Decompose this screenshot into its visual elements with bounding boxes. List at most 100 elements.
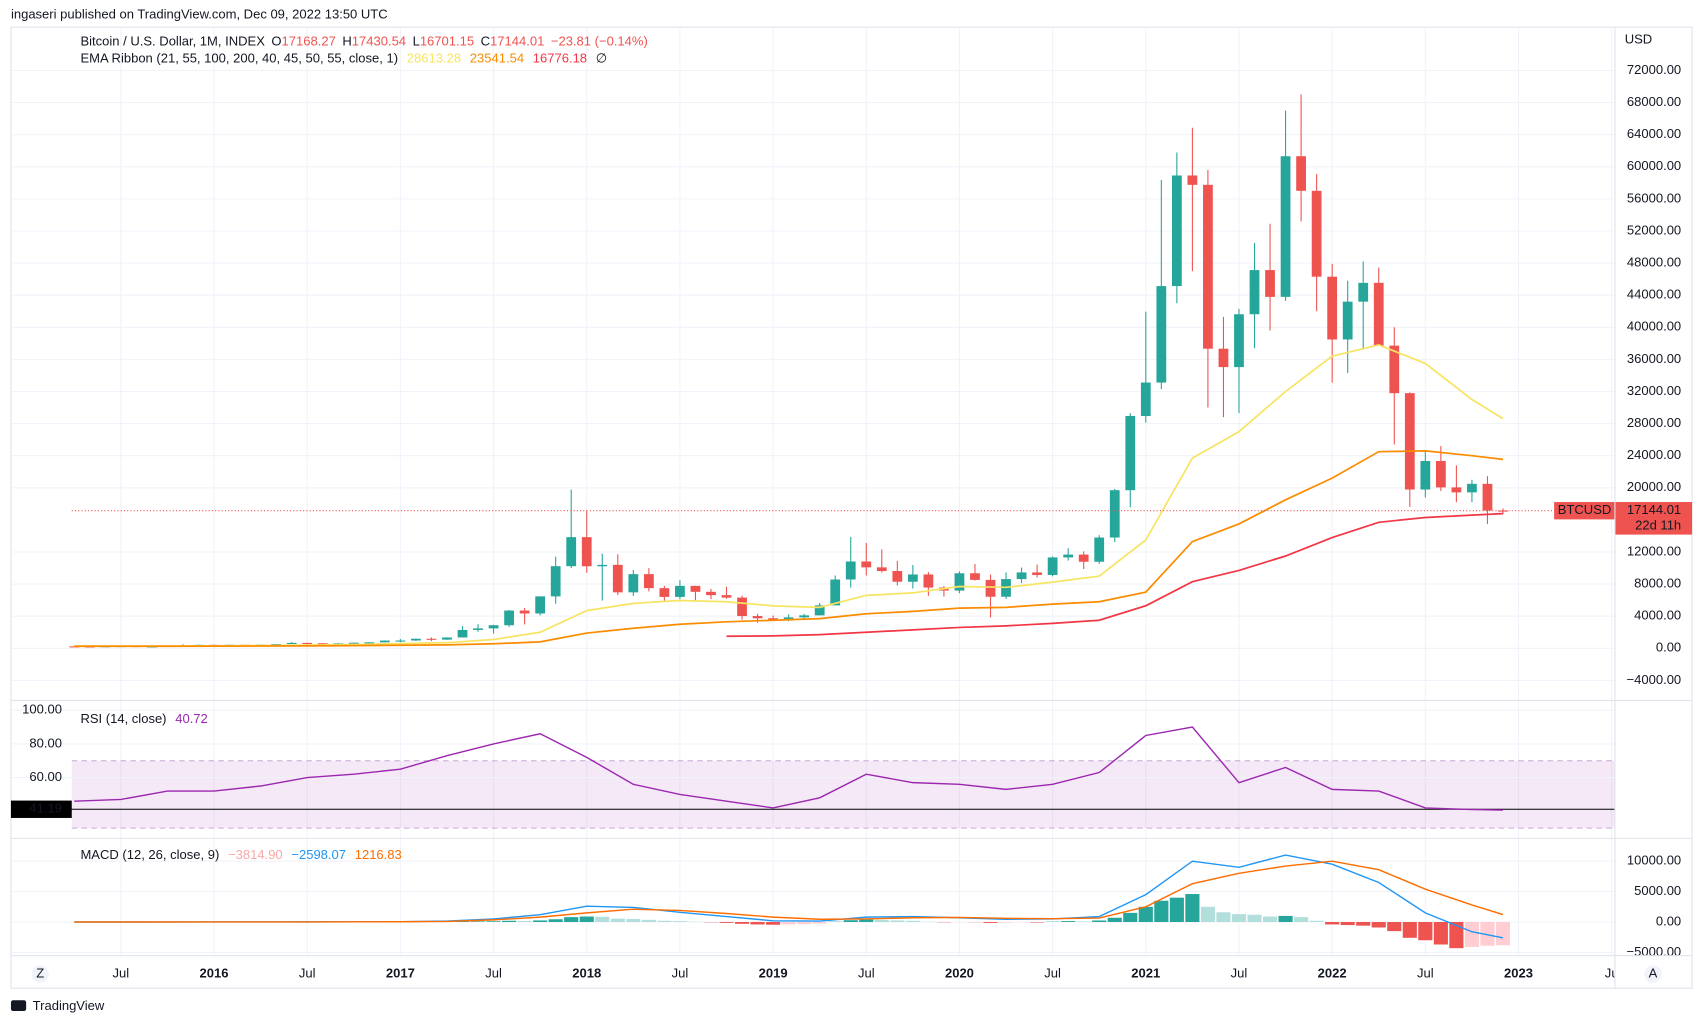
candle-body [659, 588, 670, 597]
y-tick-label: 44000.00 [1627, 287, 1681, 302]
legend-value: O [271, 34, 281, 49]
candle-body [550, 566, 561, 597]
y-tick-label: 0.00 [1656, 913, 1681, 928]
candle-body [814, 605, 825, 616]
x-tick-label: 2021 [1131, 966, 1160, 981]
macd-histogram-bar [1154, 900, 1169, 923]
x-tick-label: 2020 [945, 966, 974, 981]
y-tick-label: 72000.00 [1627, 62, 1681, 77]
axis-button-label[interactable]: Z [36, 966, 44, 981]
macd-histogram-bar [1185, 894, 1200, 923]
axis-button[interactable] [31, 965, 49, 983]
candle-body [1389, 345, 1400, 394]
macd-histogram-bar [719, 922, 734, 923]
macd-histogram-bar [1216, 912, 1231, 923]
y-tick-label: 36000.00 [1627, 351, 1681, 366]
macd-histogram-bar [626, 918, 641, 923]
candle-body [271, 644, 282, 646]
macd-histogram-bar [1309, 920, 1324, 923]
y-tick-label: 8000.00 [1634, 576, 1681, 591]
legend-value: −3814.90 [228, 847, 283, 862]
macd-legend: MACD (12, 26, close, 9) −3814.90 −2598.07 1… [80, 847, 401, 862]
macd-histogram-bar [750, 922, 765, 925]
candle-body [504, 610, 514, 626]
candle-body [1109, 490, 1120, 538]
axis-button[interactable] [1644, 965, 1662, 983]
macd-histogram-bar [486, 921, 501, 923]
x-tick-label: Jul [113, 966, 130, 981]
symbol-tag-text: BTCUSD [1558, 502, 1612, 517]
indicator-legend: EMA Ribbon (21, 55, 100, 200, 40, 45, 50… [80, 51, 607, 66]
y-tick-label: 68000.00 [1627, 94, 1681, 109]
legend-value: 28613.28 [407, 51, 461, 66]
y-tick-label: 12000.00 [1627, 543, 1681, 558]
y-tick-label: 0.00 [1656, 640, 1681, 655]
macd-histogram-bar [672, 921, 687, 923]
macd-histogram-bar [1340, 922, 1355, 926]
candle-body [876, 567, 887, 572]
candle-body [721, 595, 732, 598]
macd-histogram-bar [533, 920, 548, 923]
candle-body [1311, 190, 1322, 277]
candle-body [985, 579, 996, 597]
candle-body [1373, 282, 1384, 346]
y-tick-label: 24000.00 [1627, 447, 1681, 462]
candle-body [566, 537, 577, 567]
legend-value: 40.72 [175, 711, 208, 726]
candle-body [737, 597, 747, 617]
legend-value: 23541.54 [470, 51, 524, 66]
candle-body [675, 585, 685, 597]
macd-histogram-bar [1092, 920, 1107, 923]
macd-histogram-bar [1464, 922, 1479, 947]
candle-body [302, 642, 313, 644]
candle-body [830, 579, 841, 606]
legend-value: MACD (12, 26, close, 9) [80, 847, 219, 862]
axis-button-label[interactable]: A [1649, 966, 1658, 981]
macd-histogram-bar [1138, 906, 1153, 923]
rsi-line [74, 726, 1503, 811]
macd-histogram-bar [470, 921, 486, 923]
candle-body [457, 629, 468, 638]
x-tick-label: 2022 [1318, 966, 1347, 981]
macd-histogram-bar [1123, 912, 1138, 923]
candle-body [442, 637, 452, 640]
candle-body [69, 646, 80, 648]
macd-histogram-bar [579, 916, 594, 923]
candle-body [581, 537, 592, 567]
legend-value: H [342, 34, 351, 49]
y-tick-label: 5000.00 [1634, 883, 1681, 898]
macd-histogram-bar [1076, 921, 1091, 923]
candle-body [473, 628, 483, 630]
legend-value: ∅ [596, 51, 607, 66]
candle-body [1171, 175, 1182, 287]
candle-body [954, 573, 965, 591]
symbol-tag [1554, 502, 1615, 520]
candle-body [535, 596, 546, 614]
candle-body [1063, 554, 1074, 558]
macd-histogram-bar [502, 920, 517, 923]
candle-body [690, 585, 701, 592]
candle-body [1234, 314, 1244, 368]
macd-histogram-bar [1325, 922, 1340, 925]
y-tick-label: 28000.00 [1627, 415, 1681, 430]
candle-body [1047, 557, 1058, 575]
y-tick-label: 48000.00 [1627, 255, 1681, 270]
y-tick-label: 10000.00 [1627, 853, 1681, 868]
candle-body [923, 574, 934, 588]
candle-body [1467, 483, 1477, 493]
candle-body [907, 574, 918, 582]
y-tick-label: 52000.00 [1627, 222, 1681, 237]
candle-body [1404, 393, 1415, 490]
macd-histogram-bar [564, 917, 579, 923]
x-tick-label: Ju [1605, 966, 1619, 981]
candle-body [364, 642, 375, 644]
macd-histogram-bar [595, 916, 610, 923]
candle-body [1203, 184, 1213, 349]
ema-line [726, 512, 1504, 638]
currency-label: USD [1625, 32, 1652, 47]
macd-histogram-bar [781, 922, 796, 925]
candle-body [519, 610, 530, 614]
legend-value: 17168.27 [282, 34, 336, 49]
y-tick-label: 100.00 [22, 702, 62, 717]
